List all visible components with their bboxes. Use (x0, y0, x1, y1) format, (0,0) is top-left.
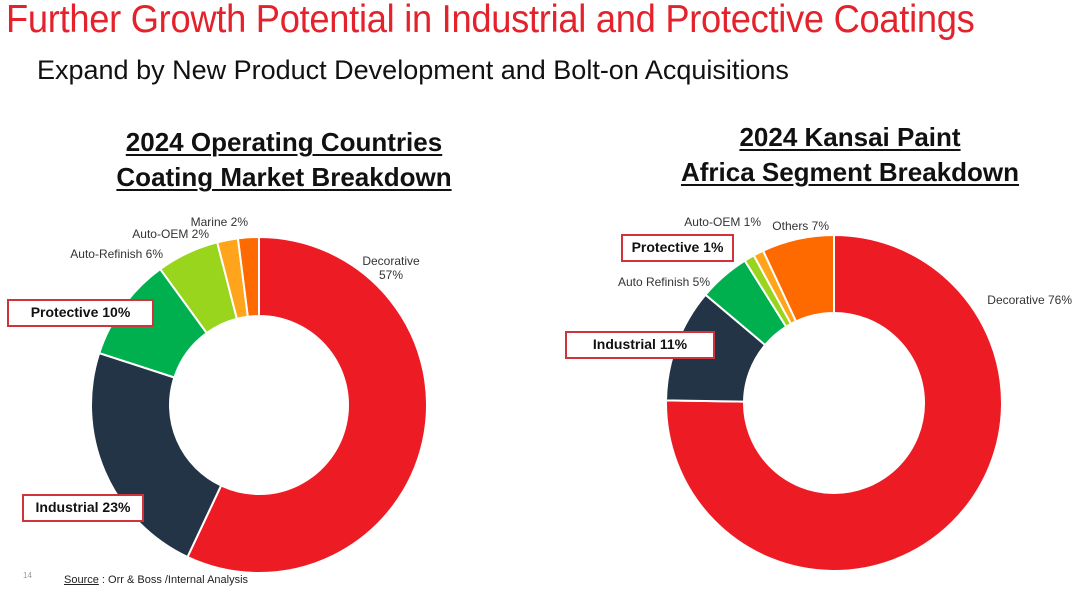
right-chart-title: 2024 Kansai Paint Africa Segment Breakdo… (630, 120, 1070, 190)
slide-title: Further Growth Potential in Industrial a… (6, 0, 975, 41)
left-chart-title: 2024 Operating Countries Coating Market … (64, 125, 504, 195)
page-number: 14 (23, 571, 32, 580)
right-label-auto-oem: Auto-OEM 1% (684, 215, 761, 229)
left-callout-industrial: Industrial 23% (22, 494, 144, 522)
left-label-marine: Marine 2% (191, 215, 249, 229)
left-chart-title-line1: 2024 Operating Countries (125, 127, 443, 157)
left-donut-chart (90, 235, 428, 574)
left-label-decorative-value: 57% (379, 268, 403, 282)
right-chart-title-line2: Africa Segment Breakdown (680, 157, 1020, 187)
right-label-auto-refinish: Auto Refinish 5% (618, 275, 710, 289)
slide-subtitle: Expand by New Product Development and Bo… (37, 55, 789, 85)
left-label-decorative: Decorative (362, 254, 420, 268)
left-slice-industrial (90, 351, 223, 559)
source-text: : Orr & Boss /Internal Analysis (98, 574, 249, 586)
right-label-others: Others 7% (772, 219, 829, 233)
right-slice-others (761, 233, 835, 323)
left-label-auto-refinish: Auto-Refinish 6% (70, 247, 163, 261)
right-chart-title-line1: 2024 Kansai Paint (739, 122, 961, 152)
right-label-decorative: Decorative 76% (987, 293, 1072, 307)
source-note: Source : Orr & Boss /Internal Analysis (64, 574, 248, 586)
left-slice-marine (236, 235, 260, 318)
right-donut-chart (665, 233, 1003, 572)
left-slice-decorative (186, 235, 428, 574)
slice-labels: Decorative 57% Auto-Refinish 6% Auto-OEM… (70, 215, 1072, 307)
left-label-auto-oem: Auto-OEM 2% (132, 227, 209, 241)
right-callout-industrial: Industrial 11% (565, 331, 715, 359)
left-chart-title-line2: Coating Market Breakdown (116, 162, 452, 192)
right-callout-protective: Protective 1% (621, 234, 734, 262)
left-callout-protective: Protective 10% (7, 299, 154, 327)
source-label: Source (64, 574, 99, 586)
right-slice-decorative (665, 233, 1003, 572)
